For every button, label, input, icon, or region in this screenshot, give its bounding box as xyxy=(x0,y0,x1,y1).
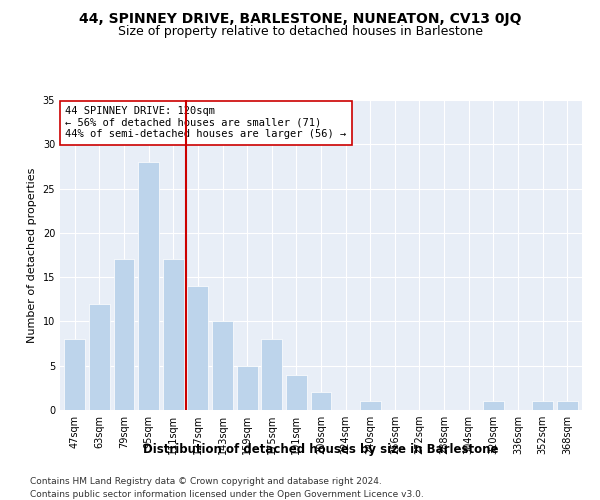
Bar xyxy=(360,401,381,410)
Text: 44, SPINNEY DRIVE, BARLESTONE, NUNEATON, CV13 0JQ: 44, SPINNEY DRIVE, BARLESTONE, NUNEATON,… xyxy=(79,12,521,26)
Bar xyxy=(89,304,110,410)
Bar xyxy=(532,401,553,410)
Bar xyxy=(138,162,159,410)
Bar xyxy=(113,260,134,410)
Bar xyxy=(163,260,184,410)
Bar xyxy=(236,366,257,410)
Bar xyxy=(311,392,331,410)
Bar xyxy=(212,322,233,410)
Text: Distribution of detached houses by size in Barlestone: Distribution of detached houses by size … xyxy=(143,442,499,456)
Text: Contains HM Land Registry data © Crown copyright and database right 2024.: Contains HM Land Registry data © Crown c… xyxy=(30,478,382,486)
Y-axis label: Number of detached properties: Number of detached properties xyxy=(27,168,37,342)
Bar xyxy=(64,339,85,410)
Text: 44 SPINNEY DRIVE: 120sqm
← 56% of detached houses are smaller (71)
44% of semi-d: 44 SPINNEY DRIVE: 120sqm ← 56% of detach… xyxy=(65,106,346,140)
Bar xyxy=(483,401,504,410)
Bar xyxy=(261,339,282,410)
Bar xyxy=(286,374,307,410)
Bar xyxy=(557,401,578,410)
Text: Size of property relative to detached houses in Barlestone: Size of property relative to detached ho… xyxy=(118,25,482,38)
Text: Contains public sector information licensed under the Open Government Licence v3: Contains public sector information licen… xyxy=(30,490,424,499)
Bar xyxy=(187,286,208,410)
